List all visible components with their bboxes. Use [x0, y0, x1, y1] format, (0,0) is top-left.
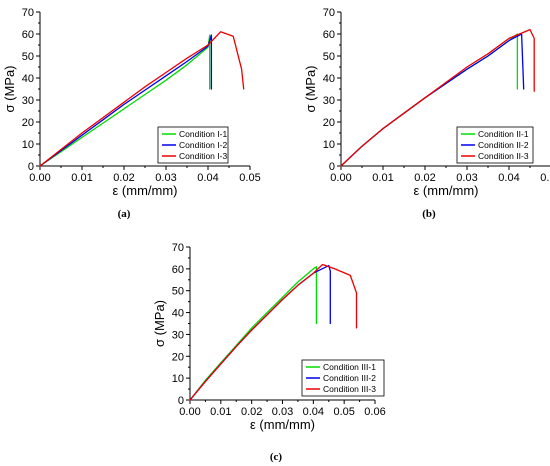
legend-entry: Condition II-1	[478, 129, 529, 139]
legend-entry: Condition III-1	[323, 362, 376, 372]
x-tick-label: 0.03	[272, 406, 293, 418]
series-line-0-1	[39, 34, 213, 167]
y-tick-label: 40	[323, 73, 335, 85]
y-tick-label: 0	[329, 161, 335, 173]
x-tick-label: 0.04	[303, 406, 324, 418]
chart-panel-0: 0.00 0.01 0.02 0.03 0.04 0.05 0 10 20 30 40 50 60 70 ε…	[2, 7, 261, 220]
x-tick-label: 0.01	[372, 172, 393, 184]
y-axis-title: σ (MPa)	[2, 65, 17, 112]
y-axis-title: σ (MPa)	[303, 65, 318, 112]
y-tick-label: 40	[22, 73, 34, 85]
x-tick-label: 0.03	[456, 172, 477, 184]
y-tick-label: 60	[22, 29, 34, 41]
x-tick-label: 0.01	[71, 172, 92, 184]
y-tick-label: 0	[178, 395, 184, 407]
chart-panel-1: 0.00 0.01 0.02 0.03 0.04 0.05 0 10 20 30 40 50 60 70 ε…	[303, 7, 550, 220]
x-tick-label: 0.02	[414, 172, 435, 184]
x-tick-label: 0.00	[330, 172, 351, 184]
series-line-0-2	[39, 31, 245, 167]
y-tick-label: 30	[323, 95, 335, 107]
y-tick-label: 20	[172, 351, 184, 363]
x-axis-title: ε (mm/mm)	[113, 183, 178, 198]
x-tick-label: 0.02	[113, 172, 134, 184]
y-tick-label: 50	[172, 286, 184, 298]
y-tick-label: 40	[172, 308, 184, 320]
legend-entry: Condition II-2	[478, 140, 529, 150]
x-tick-label: 0.02	[241, 406, 262, 418]
panel-caption: (a)	[118, 208, 131, 220]
y-tick-label: 60	[172, 264, 184, 276]
y-tick-label: 0	[28, 161, 34, 173]
legend-entry: Condition II-3	[478, 151, 529, 161]
x-tick-label: 0.04	[498, 172, 519, 184]
legend-entry: Condition III-3	[323, 384, 376, 394]
y-tick-label: 70	[323, 7, 335, 19]
y-tick-label: 30	[22, 95, 34, 107]
legend-entry: Condition III-2	[323, 373, 376, 383]
y-tick-label: 50	[323, 51, 335, 63]
panel-caption: (b)	[422, 208, 436, 220]
y-tick-label: 70	[22, 7, 34, 19]
y-tick-label: 10	[323, 139, 335, 151]
series-line-1-2	[340, 28, 535, 167]
x-tick-label: 0.04	[197, 172, 218, 184]
legend-entry: Condition I-2	[179, 140, 227, 150]
y-axis-title: σ (MPa)	[152, 300, 167, 347]
x-tick-label: 0.00	[29, 172, 50, 184]
y-tick-label: 50	[22, 51, 34, 63]
y-tick-label: 20	[323, 117, 335, 129]
x-tick-label: 0.05	[239, 172, 260, 184]
x-tick-label: 0.06	[364, 406, 385, 418]
x-axis-title: ε (mm/mm)	[414, 183, 479, 198]
legend-entry: Condition I-3	[179, 151, 227, 161]
legend-entry: Condition I-1	[179, 129, 227, 139]
series-line-2-0	[189, 266, 318, 401]
y-tick-label: 30	[172, 329, 184, 341]
x-tick-label: 0.05	[333, 406, 354, 418]
y-tick-label: 10	[22, 139, 34, 151]
y-tick-label: 20	[22, 117, 34, 129]
panel-caption: (c)	[270, 451, 283, 463]
series-line-2-2	[189, 263, 358, 401]
x-tick-label: 0.03	[155, 172, 176, 184]
x-axis-title: ε (mm/mm)	[250, 417, 315, 432]
chart-panel-2: 0.00 0.01 0.02 0.03 0.04 0.05 0.06 0 10 20 30 40 50 6…	[152, 242, 386, 463]
x-tick-label: 0.00	[179, 406, 200, 418]
x-tick-label: 0.05	[540, 172, 550, 184]
y-tick-label: 10	[172, 373, 184, 385]
y-tick-label: 70	[172, 242, 184, 254]
x-tick-label: 0.01	[210, 406, 231, 418]
y-tick-label: 60	[323, 29, 335, 41]
